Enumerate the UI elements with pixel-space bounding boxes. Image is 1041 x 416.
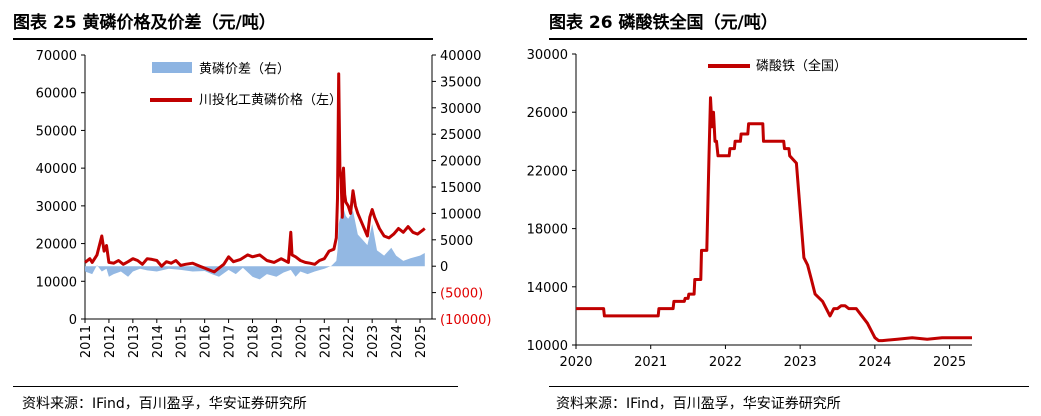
left-x-tick-label: 2016 <box>199 325 214 358</box>
right-x-tick-label: 2022 <box>709 355 742 370</box>
right-x-tick-label: 2025 <box>933 355 966 370</box>
right-y-tick-label: 26000 <box>527 106 568 121</box>
left-x-tick-label: 2022 <box>342 325 357 358</box>
right-source: 资料来源：IFind，百川盈孚，华安证券研究所 <box>556 396 841 412</box>
right-axis-tick-label: 40000 <box>440 49 481 64</box>
right-x-tick-label: 2021 <box>634 355 667 370</box>
right-y-tick-label: 14000 <box>527 281 568 296</box>
right-axis-tick-label: 20000 <box>440 155 481 170</box>
left-x-tick-label: 2012 <box>103 325 118 358</box>
spread-area-series <box>85 208 425 280</box>
right-axis-tick-label: 5000 <box>440 234 473 249</box>
right-y-tick-label: 30000 <box>527 48 568 63</box>
right-chart-title: 图表 26 磷酸铁全国（元/吨） <box>549 13 778 33</box>
left-title-rule <box>13 38 433 40</box>
left-source: 资料来源：IFind，百川盈孚，华安证券研究所 <box>22 396 307 412</box>
left-y-tick-label: 50000 <box>36 124 77 139</box>
left-x-tick-label: 2025 <box>414 325 429 358</box>
left-x-tick-label: 2024 <box>390 325 405 358</box>
left-x-tick-label: 2014 <box>151 325 166 358</box>
right-axis-tick-label: 0 <box>440 260 448 275</box>
left-x-tick-label: 2020 <box>294 325 309 358</box>
left-y-tick-label: 70000 <box>36 49 77 64</box>
right-axis-tick-label: 10000 <box>440 207 481 222</box>
legend-price-label: 川投化工黄磷价格（左） <box>199 92 342 108</box>
left-x-tick-label: 2013 <box>127 325 142 358</box>
right-axis-tick-label: 25000 <box>440 128 481 143</box>
legend-spread-label: 黄磷价差（右） <box>199 62 290 77</box>
left-x-tick-label: 2018 <box>247 325 262 358</box>
right-axis-tick-label: 35000 <box>440 75 481 90</box>
right-x-tick-label: 2020 <box>559 355 592 370</box>
left-y-tick-label: 0 <box>69 313 77 328</box>
right-y-tick-label: 10000 <box>527 339 568 354</box>
left-x-tick-label: 2019 <box>270 325 285 358</box>
left-y-tick-label: 60000 <box>36 87 77 102</box>
iron-phosphate-line-series <box>576 96 972 343</box>
left-y-tick-label: 10000 <box>36 275 77 290</box>
left-x-tick-label: 2017 <box>223 325 238 358</box>
left-source-rule <box>13 386 458 387</box>
left-x-tick-label: 2015 <box>175 325 190 358</box>
price-line-series <box>84 72 426 274</box>
left-y-tick-label: 20000 <box>36 238 77 253</box>
legend-iron-phosphate-label: 磷酸铁（全国） <box>756 58 847 74</box>
legend-spread-swatch <box>152 62 192 73</box>
right-axis-tick-label: (5000) <box>440 287 483 302</box>
right-axis-tick-label: (10000) <box>440 313 492 328</box>
right-source-rule <box>549 386 1029 387</box>
right-title-rule <box>549 38 1027 40</box>
left-chart-title: 图表 25 黄磷价格及价差（元/吨） <box>13 13 276 33</box>
left-y-tick-label: 30000 <box>36 200 77 215</box>
right-axis-tick-label: 15000 <box>440 181 481 196</box>
left-y-tick-label: 40000 <box>36 162 77 177</box>
right-y-tick-label: 18000 <box>527 223 568 238</box>
left-x-tick-label: 2023 <box>366 325 381 358</box>
left-x-tick-label: 2011 <box>79 325 94 358</box>
right-axis-tick-label: 30000 <box>440 102 481 117</box>
right-y-tick-label: 22000 <box>527 164 568 179</box>
left-x-tick-label: 2021 <box>318 325 333 358</box>
right-x-tick-label: 2023 <box>784 355 817 370</box>
right-x-tick-label: 2024 <box>858 355 891 370</box>
